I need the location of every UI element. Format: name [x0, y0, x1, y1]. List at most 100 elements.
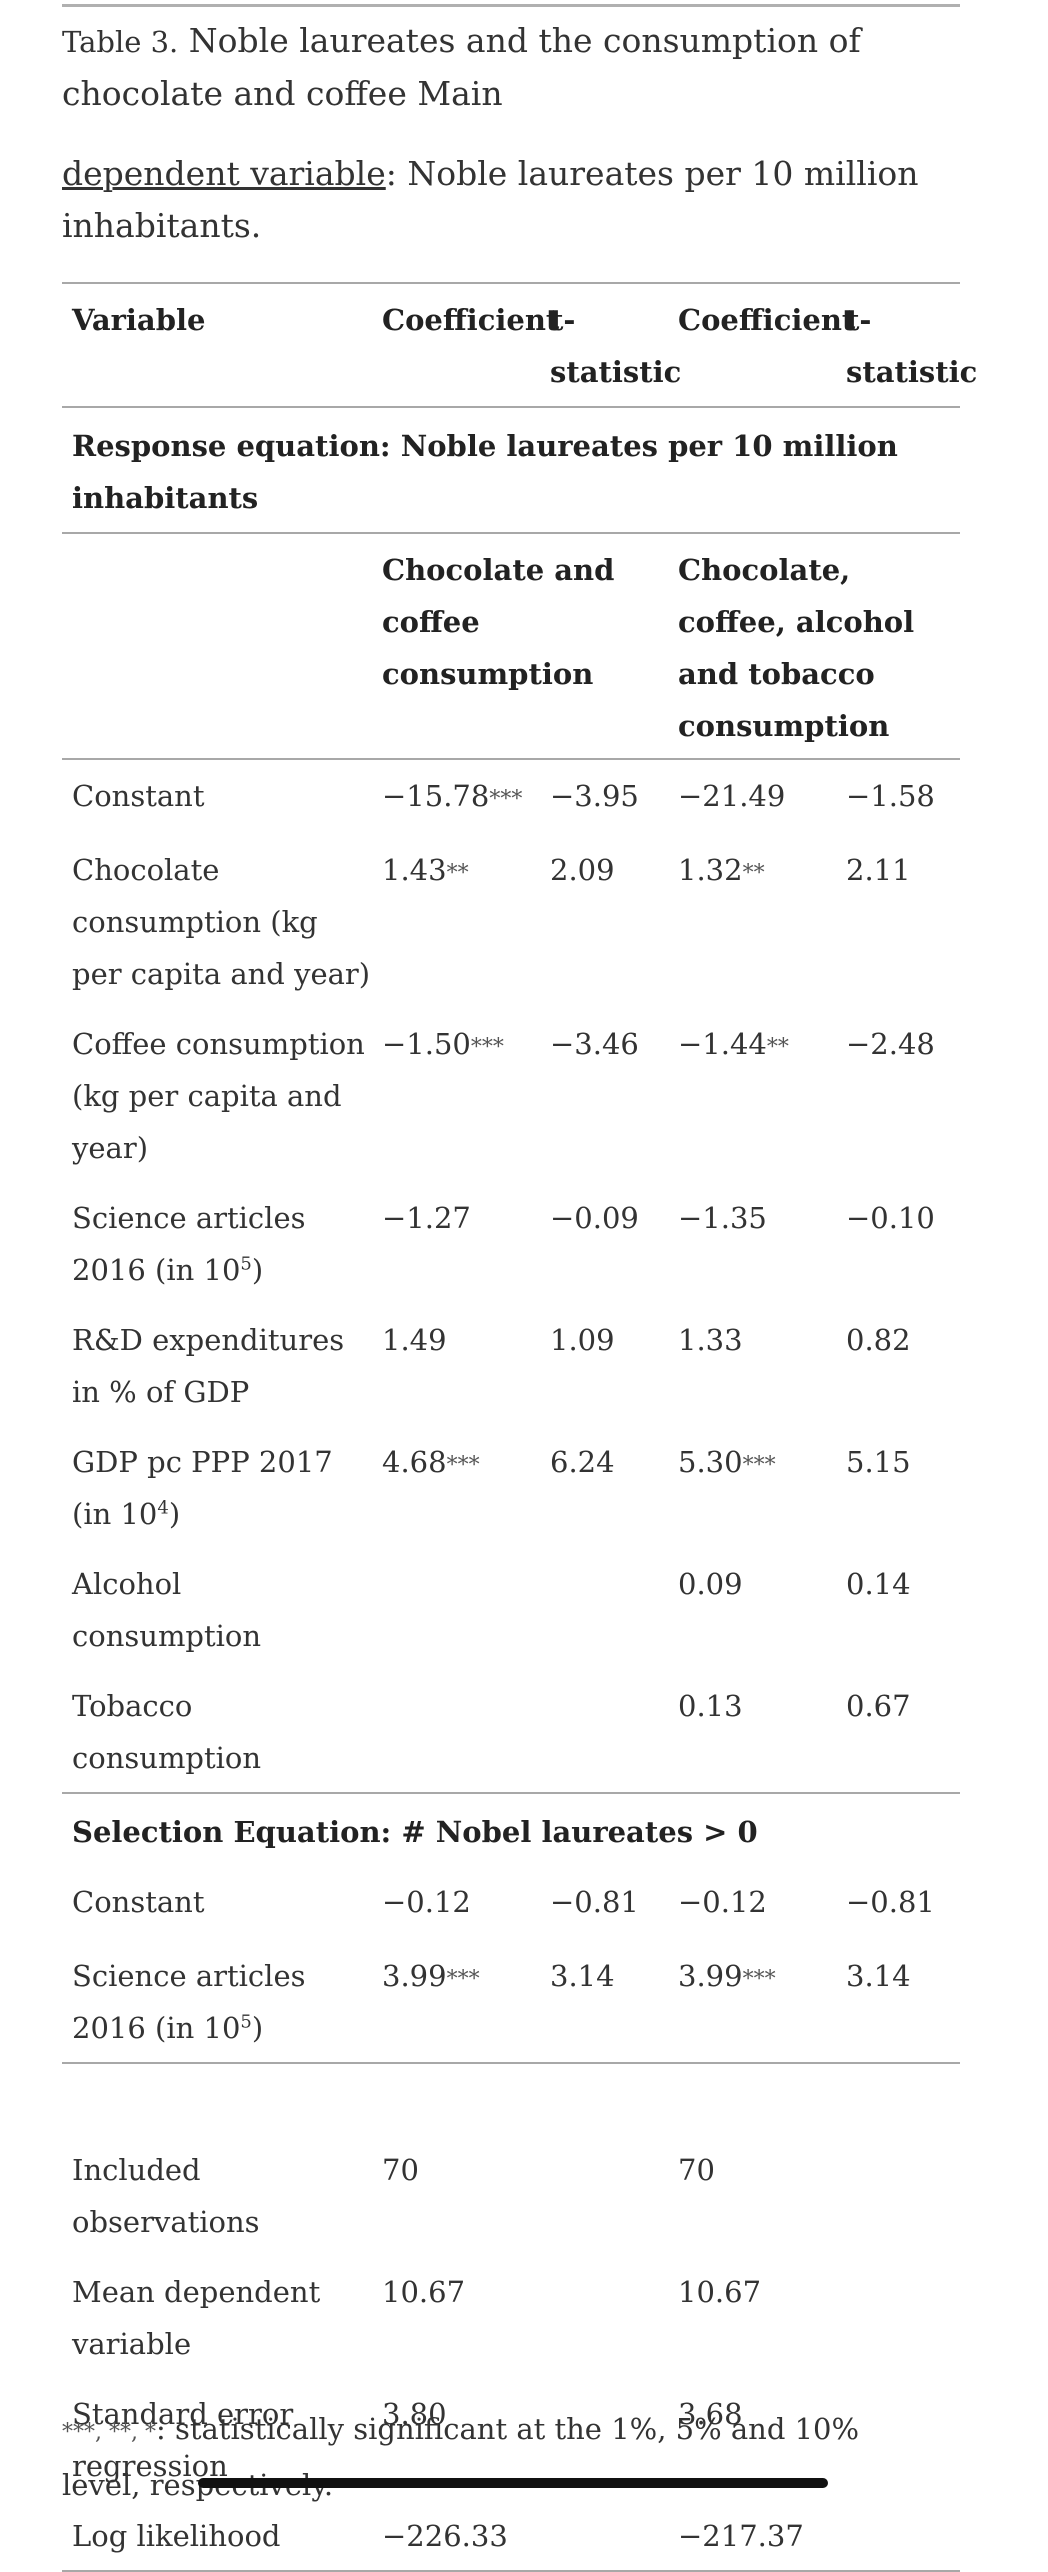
tstat-cell [540, 1680, 668, 1784]
variable-name-text: GDP pc PPP 2017 (in 10 [72, 1445, 333, 1531]
table-divider [62, 282, 960, 284]
tstat-cell: −0.81 [550, 1885, 639, 1919]
variable-name: Coffee consumption (kg per capita and ye… [72, 1027, 365, 1165]
table-row: GDP pc PPP 2017 (in 104) 4.68*** 6.24 5.30*… [62, 1426, 960, 1548]
model-header-blank [62, 544, 372, 752]
header-coefficient-2: Coefficient [678, 303, 856, 337]
coefficient-value: 5.30 [678, 1445, 743, 1479]
coefficient-cell: 1.49 [372, 1314, 540, 1418]
statistic-name: Mean dependent variable [72, 2275, 321, 2361]
empty-cell [836, 2266, 960, 2370]
empty-cell [540, 2144, 668, 2248]
table-caption: Table 3. Noble laureates and the consump… [62, 15, 960, 120]
significance-stars: *** [742, 1967, 776, 1992]
footnote-text: : statistically significant at the 1%, 5… [62, 2412, 860, 2502]
variable-name-suffix: ) [168, 1497, 181, 1531]
selection-rows: Constant −0.12 −0.81 −0.12 −0.81 Science arti… [62, 1866, 960, 2062]
tstat-cell [540, 1558, 668, 1662]
coefficient-value: −21.49 [678, 779, 786, 813]
variable-name-exponent: 5 [240, 2011, 252, 2033]
variable-name-suffix: ) [251, 1253, 264, 1287]
table-row: Constant −15.78*** −3.95 −21.49 −1.58 [62, 760, 960, 834]
statistic-name: Included observations [72, 2153, 260, 2239]
table-divider [62, 2062, 960, 2064]
tstat-cell: 3.14 [846, 1959, 911, 1993]
statistic-value-2: −217.37 [678, 2519, 804, 2553]
tstat-cell: 6.24 [550, 1445, 615, 1479]
tstat-cell: −3.46 [550, 1027, 639, 1061]
table-row: R&D expenditures in % of GDP 1.49 1.09 1.33… [62, 1304, 960, 1426]
tstat-cell: 0.67 [846, 1689, 911, 1723]
coefficient-cell: 0.09 [668, 1558, 836, 1662]
table-caption-block: Table 3. Noble laureates and the consump… [62, 0, 960, 252]
table-divider [62, 406, 960, 408]
exponent: 5 [240, 1253, 251, 1274]
table-title: Noble laureates and the consumption of c… [62, 21, 861, 113]
exponent: 4 [157, 1497, 168, 1518]
significance-stars: *** [446, 1453, 480, 1478]
variable-name-exponent: 4 [157, 1497, 169, 1519]
statistic-value-1: 10.67 [382, 2275, 466, 2309]
variable-name: Tobacco consumption [72, 1689, 262, 1775]
coefficient-value: −0.12 [382, 1885, 471, 1919]
regression-table: Variable Coefficient t-statistic Coeffic… [62, 282, 977, 2572]
significance-stars: ** [446, 861, 469, 886]
footnote-stars: ***, **, * [62, 2420, 156, 2445]
empty-cell [836, 2144, 960, 2248]
coefficient-cell: 1.33 [668, 1314, 836, 1418]
variable-name: GDP pc PPP 2017 (in 104) [62, 1436, 372, 1540]
empty-cell [540, 2510, 668, 2562]
variable-name: Chocolate consumption (kg per capita and… [72, 853, 371, 991]
header-tstat-1: t-statistic [550, 303, 682, 389]
tstat-cell: 2.11 [846, 853, 911, 887]
significance-stars: *** [446, 1967, 480, 1992]
tstat-cell: −0.81 [846, 1885, 935, 1919]
table-row: Alcohol consumption 0.09 0.14 [62, 1548, 960, 1670]
variable-name-text: Science articles 2016 (in 10 [72, 1959, 306, 2045]
statistic-value-1: 3.80 [382, 2397, 447, 2431]
coefficient-value: −1.35 [678, 1201, 767, 1235]
coefficient-value: 0.09 [678, 1567, 743, 1601]
statistics-row: Mean dependent variable 10.67 10.67 [62, 2256, 960, 2378]
coefficient-cell: −1.27 [372, 1192, 540, 1296]
table-divider [62, 1792, 960, 1794]
model-2-label: Chocolate, coffee, alcohol and tobacco c… [678, 553, 915, 743]
coefficient-value: 4.68 [382, 1445, 447, 1479]
table-row: Chocolate consumption (kg per capita and… [62, 834, 960, 1008]
coefficient-value: 1.32 [678, 853, 743, 887]
table-divider [62, 758, 960, 760]
coefficient-cell: −0.12 [668, 1876, 836, 1932]
tstat-cell: 1.09 [550, 1323, 615, 1357]
coefficient-value: 3.99 [678, 1959, 743, 1993]
coefficient-value: 0.13 [678, 1689, 743, 1723]
coefficient-value: −1.27 [382, 1201, 471, 1235]
coefficient-cell: −21.49 [668, 770, 836, 826]
tstat-cell: 0.82 [846, 1323, 911, 1357]
statistic-value-2: 3.68 [678, 2397, 743, 2431]
variable-name: Alcohol consumption [72, 1567, 262, 1653]
coefficient-value: 1.49 [382, 1323, 447, 1357]
coefficient-cell: 3.99*** [668, 1950, 836, 2054]
statistic-name: Standard error regression [72, 2397, 294, 2483]
coefficient-cell: 3.99*** [372, 1950, 540, 2054]
tstat-cell: −0.09 [550, 1201, 639, 1235]
significance-stars: ** [766, 1035, 789, 1060]
coefficient-value: 3.99 [382, 1959, 447, 1993]
coefficient-cell [372, 1680, 540, 1784]
home-indicator[interactable] [198, 2478, 828, 2488]
model-1-label: Chocolate and coffee consumption [382, 553, 615, 691]
tstat-cell: −3.95 [550, 779, 639, 813]
exponent: 5 [240, 2011, 251, 2032]
statistic-value-1: 70 [382, 2153, 419, 2187]
variable-name-suffix: ) [251, 2011, 264, 2045]
dependent-variable-link[interactable]: dependent variable [62, 154, 386, 193]
header-coefficient-1: Coefficient [382, 303, 560, 337]
significance-stars: *** [742, 1453, 776, 1478]
variable-name: Constant [72, 1885, 205, 1919]
coefficient-value: −0.12 [678, 1885, 767, 1919]
table-row: Tobacco consumption 0.13 0.67 [62, 1670, 960, 1792]
significance-stars: *** [470, 1035, 504, 1060]
coefficient-cell [372, 1558, 540, 1662]
significance-footnote: ***, **, *: statistically significant at… [62, 2403, 942, 2511]
significance-stars: *** [489, 787, 523, 812]
